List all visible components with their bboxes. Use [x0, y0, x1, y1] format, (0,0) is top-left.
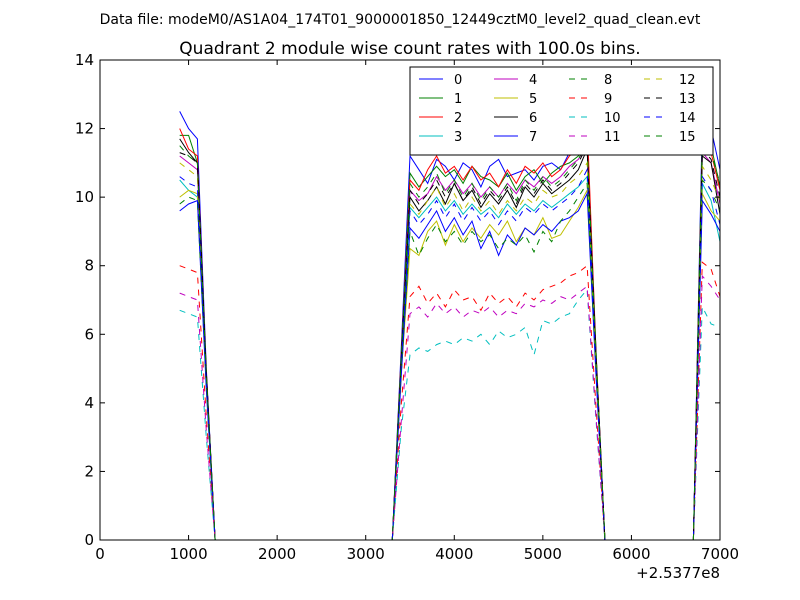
y-tick-label: 6 [84, 325, 94, 343]
legend-label: 13 [679, 92, 696, 107]
legend-label: 4 [529, 73, 537, 88]
series-line-0 [179, 111, 720, 540]
series-layer [179, 111, 720, 540]
x-tick-label: 4000 [435, 545, 473, 563]
y-tick-label: 10 [75, 188, 94, 206]
series-line-6 [179, 138, 720, 540]
series-line-1 [179, 134, 720, 540]
y-tick-label: 2 [84, 462, 94, 480]
x-tick-label: 0 [95, 545, 105, 563]
x-tick-label: 2000 [258, 545, 296, 563]
x-tick-label: 6000 [612, 545, 650, 563]
series-line-3 [179, 175, 720, 540]
legend-label: 0 [454, 73, 462, 88]
legend-label: 14 [679, 111, 696, 126]
series-line-12 [179, 161, 720, 540]
y-tick-label: 0 [84, 531, 94, 549]
legend-label: 2 [454, 111, 462, 126]
legend-label: 9 [604, 92, 612, 107]
x-axis: 0 1000 2000 3000 4000 5000 6000 7000 [95, 60, 739, 563]
x-offset-label: +2.5377e8 [636, 564, 720, 582]
suptitle: Data file: modeM0/AS1A04_174T01_90000018… [100, 12, 701, 28]
y-tick-label: 4 [84, 394, 94, 412]
series-line-15 [179, 140, 720, 540]
legend-label: 8 [604, 73, 612, 88]
legend-label: 7 [529, 130, 537, 145]
series-line-11 [179, 274, 720, 540]
series-line-5 [179, 188, 720, 540]
plot-area-frame [99, 59, 721, 541]
x-tick-label: 3000 [347, 545, 385, 563]
series-line-9 [179, 261, 720, 540]
x-tick-label: 7000 [701, 545, 739, 563]
y-tick-label: 12 [75, 120, 94, 138]
series-line-7 [179, 191, 720, 540]
legend-label: 15 [679, 130, 696, 145]
legend-label: 1 [454, 92, 462, 107]
legend-label: 3 [454, 130, 462, 145]
legend-label: 10 [604, 111, 621, 126]
legend-box [409, 66, 714, 156]
chart-title: Quadrant 2 module wise count rates with … [179, 39, 640, 59]
legend-label: 11 [604, 130, 621, 145]
legend-label: 5 [529, 92, 537, 107]
x-tick-label: 5000 [524, 545, 562, 563]
y-tick-label: 8 [84, 257, 94, 275]
series-line-10 [179, 288, 720, 540]
x-tick-label: 1000 [169, 545, 207, 563]
legend-label: 6 [529, 111, 537, 126]
y-tick-label: 14 [75, 51, 94, 69]
legend-label: 12 [679, 73, 696, 88]
